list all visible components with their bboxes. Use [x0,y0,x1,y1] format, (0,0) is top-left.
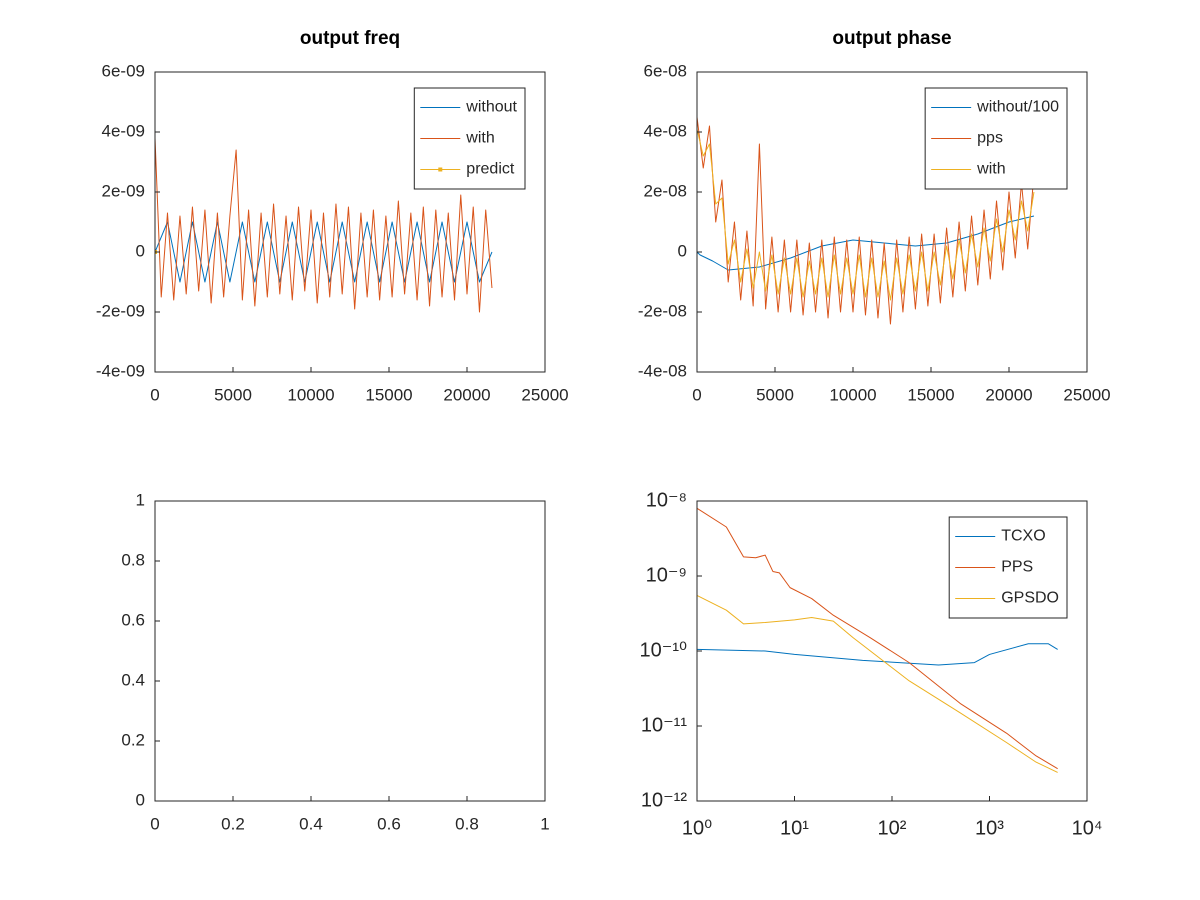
series-line [697,128,1035,301]
legend-marker [438,167,443,172]
axes-frame [696,71,1088,373]
y-tick-label: 0 [136,790,145,809]
x-tick-label: 10⁴ [1072,817,1103,839]
series-line [155,137,493,313]
y-tick-label: -2e-08 [638,301,687,320]
subplot-title: output freq [300,28,400,49]
legend-label: PPS [1001,559,1033,576]
y-tick-label: 1 [136,490,145,509]
y-tick-label: 6e-09 [102,61,145,80]
series-line [697,507,1058,770]
y-tick-label: 0.2 [121,730,145,749]
y-tick-label: 2e-08 [644,181,687,200]
x-tick-label: 10² [878,817,907,839]
x-tick-label: 0 [150,385,159,404]
legend-box [413,87,526,190]
y-tick-label: -4e-09 [96,361,145,380]
x-tick-label: 10¹ [780,817,809,839]
axes-box [155,501,545,801]
legend-label: without/100 [976,99,1059,116]
x-tick-label: 15000 [907,385,954,404]
series-line [697,215,1035,271]
y-tick-label: 10⁻¹² [641,789,687,811]
legend: TCXO PPS GPSDO [948,516,1068,619]
plot-area [697,116,1035,325]
x-tick-label: 0.2 [221,814,245,833]
y-tick-label: 10⁻¹¹ [641,714,687,736]
x-tick-label: 15000 [365,385,412,404]
y-tick-label: 0 [136,241,145,260]
legend-label: pps [977,130,1003,147]
x-tick-label: 0 [150,814,159,833]
y-tick-label: 0.4 [121,670,145,689]
x-tick-label: 10³ [975,817,1004,839]
x-tick-label: 25000 [1063,385,1110,404]
x-tick-label: 20000 [985,385,1032,404]
x-tick-label: 0 [692,385,701,404]
x-tick-label: 0.8 [455,814,479,833]
subplot: 0 5000 10000 15000 20000 25000 -4e-09 -2e-09 0 2e… [96,28,569,404]
series-line [697,116,1035,325]
axes-frame [154,500,546,802]
legend: without with predict [413,87,526,190]
y-tick-label: 2e-09 [102,181,145,200]
legend-label: with [465,130,494,147]
y-tick-label: 10⁻¹⁰ [640,639,687,661]
x-tick-label: 25000 [521,385,568,404]
y-tick-label: 4e-08 [644,121,687,140]
legend-label: with [976,161,1005,178]
y-tick-label: -2e-09 [96,301,145,320]
x-tick-label: 0.4 [299,814,323,833]
subplot: 10⁰ 10¹ 10² 10³ 10⁴ 10⁻¹² 10⁻¹¹ 10⁻¹⁰ 10⁻⁹ 10⁻⁸ TC… [640,489,1103,839]
y-tick-label: 6e-08 [644,61,687,80]
plot-area [697,507,1058,773]
axes-frame [154,71,546,373]
x-tick-label: 1 [540,814,549,833]
legend: without/100 pps with [924,87,1068,190]
x-tick-label: 0.6 [377,814,401,833]
y-tick-label: 0.8 [121,550,145,569]
y-tick-label: 10⁻⁹ [646,564,687,586]
y-tick-label: 10⁻⁸ [646,489,687,511]
series-line [697,643,1058,666]
y-tick-label: -4e-08 [638,361,687,380]
x-tick-label: 20000 [443,385,490,404]
x-tick-label: 10000 [829,385,876,404]
y-tick-label: 0 [678,241,687,260]
legend-label: GPSDO [1001,590,1059,607]
subplot-title: output phase [832,28,951,49]
x-tick-label: 10⁰ [682,817,712,839]
x-tick-label: 5000 [756,385,794,404]
series-line [697,595,1058,773]
x-tick-label: 10000 [287,385,334,404]
subplot: 0 5000 10000 15000 20000 25000 -4e-08 -2e-08 0 2e… [638,28,1111,404]
y-tick-label: 4e-09 [102,121,145,140]
legend-label: without [465,99,517,116]
legend-label: predict [466,161,515,178]
series-line [155,221,493,283]
y-tick-label: 0.6 [121,610,145,629]
subplot: 0 0.2 0.4 0.6 0.8 1 0 0.2 0.4 0.6 0.8 1 [121,490,549,833]
x-tick-label: 5000 [214,385,252,404]
legend-label: TCXO [1001,528,1045,545]
